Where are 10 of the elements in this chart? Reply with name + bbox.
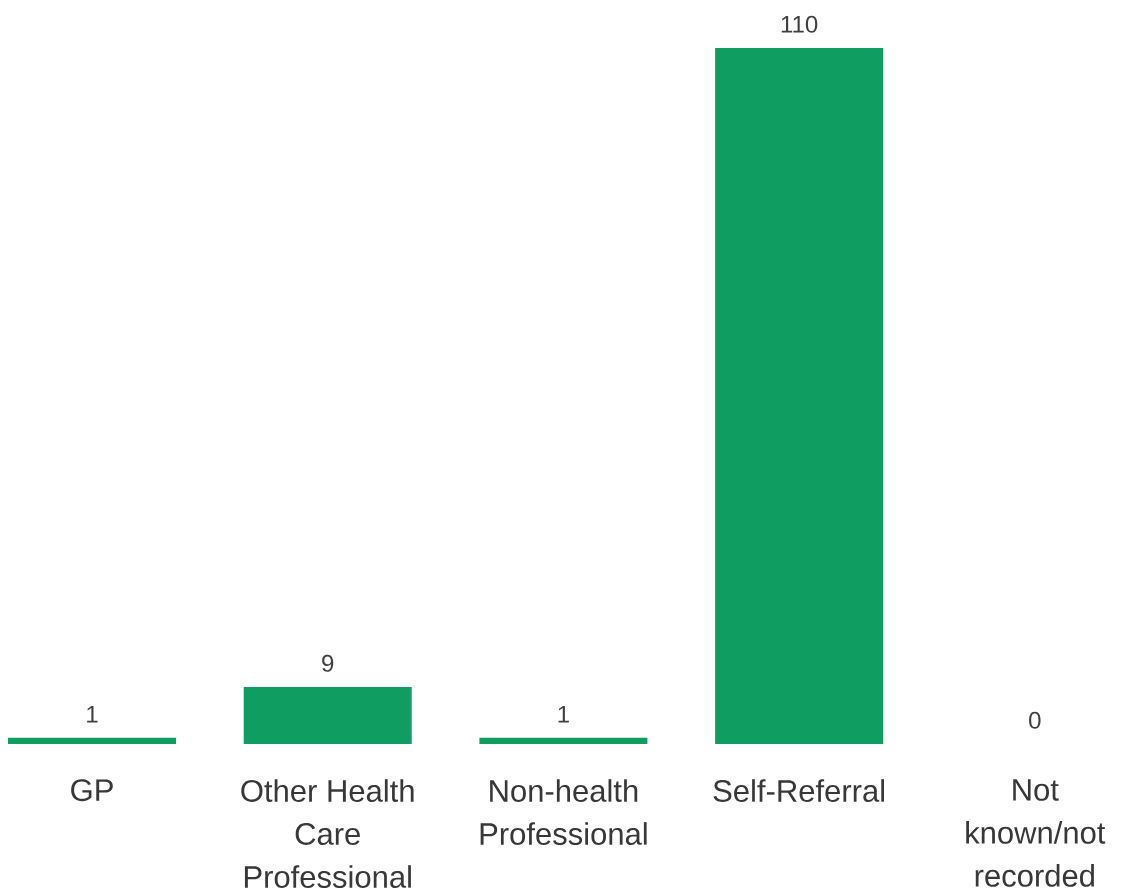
data-label: 1 bbox=[558, 705, 569, 723]
x-tick-label: GP bbox=[71, 779, 113, 802]
data-label: 0 bbox=[1029, 711, 1041, 729]
data-label: 9 bbox=[322, 654, 334, 672]
x-tick-label: Self-Referral bbox=[713, 779, 885, 802]
data-label: 1 bbox=[87, 705, 98, 723]
data-label: 110 bbox=[781, 15, 818, 33]
x-tick-label: Not known/not recorded bbox=[966, 779, 1106, 887]
x-tick-label: Non-health Professional bbox=[480, 779, 647, 845]
x-tick-label: Other Health Care Professional bbox=[241, 779, 414, 888]
